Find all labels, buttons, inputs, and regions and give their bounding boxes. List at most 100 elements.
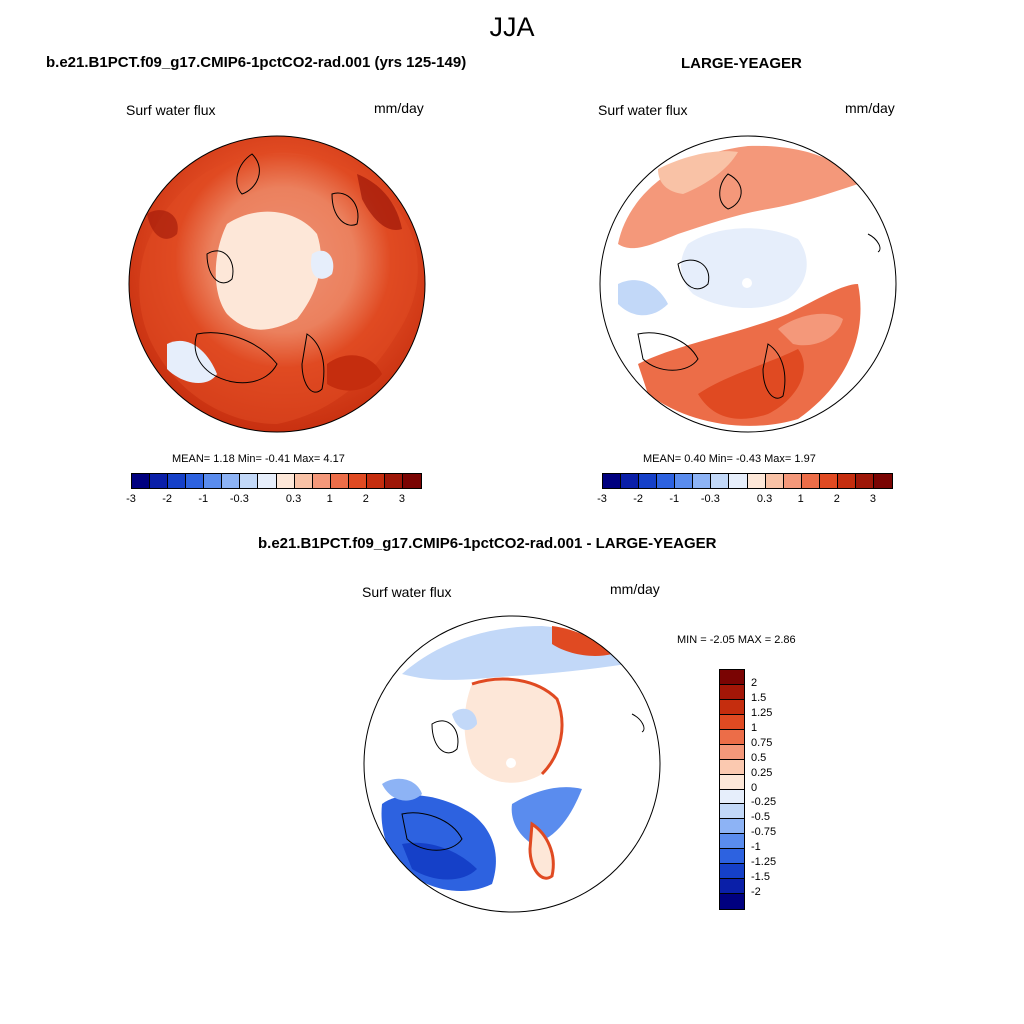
diff-colorbar-cell [720, 849, 744, 865]
diff-colorbar-tick-label: 1.5 [751, 691, 767, 704]
left-max-label: Max= [293, 453, 321, 465]
left-colorbar-tick-label: 1 [326, 493, 333, 505]
diff-colorbar-cell [720, 894, 744, 909]
right-colorbar-cell [819, 474, 838, 488]
left-min-value: -0.41 [264, 453, 291, 465]
diff-units-label: mm/day [610, 581, 660, 597]
diff-colorbar-tick-label: 0.5 [751, 751, 767, 764]
right-stats: MEAN= 0.40 Min= -0.43 Max= 1.97 [643, 453, 816, 465]
diff-colorbar-cell [720, 699, 744, 715]
diff-min-value: -2.05 [709, 634, 735, 646]
right-colorbar-tick-label: 2 [833, 493, 840, 505]
left-colorbar-cell [402, 474, 421, 488]
diff-colorbar-cell [720, 759, 744, 775]
left-case-title: b.e21.B1PCT.f09_g17.CMIP6-1pctCO2-rad.00… [46, 54, 467, 71]
right-polar-map [599, 135, 897, 433]
diff-colorbar-tick-label: -1.25 [751, 856, 777, 869]
right-colorbar-cell [657, 474, 676, 488]
diff-case-title: b.e21.B1PCT.f09_g17.CMIP6-1pctCO2-rad.00… [258, 535, 717, 552]
left-colorbar-cell [348, 474, 367, 488]
right-min-value: -0.43 [735, 453, 762, 465]
diff-colorbar-cell [720, 804, 744, 820]
right-colorbar-cell [783, 474, 802, 488]
left-max-value: 4.17 [323, 453, 345, 465]
diff-colorbar-tick-label: -0.25 [751, 796, 777, 809]
diff-max-value: 2.86 [774, 634, 796, 646]
diff-colorbar-tick-label: 0.75 [751, 736, 773, 749]
diff-stats: MIN = -2.05 MAX = 2.86 [677, 634, 796, 646]
right-min-label: Min= [708, 453, 733, 465]
diff-colorbar-cell [720, 834, 744, 850]
left-colorbar-cell [312, 474, 331, 488]
right-colorbar-tick-label: 0.3 [756, 493, 773, 505]
left-colorbar-tick-label: -1 [198, 493, 209, 505]
right-colorbar-cell [639, 474, 658, 488]
right-colorbar-tick-label: 3 [869, 493, 876, 505]
left-colorbar-tick-label: 0.3 [285, 493, 302, 505]
diff-colorbar-tick-label: -2 [751, 886, 761, 899]
right-colorbar-cell [693, 474, 712, 488]
right-colorbar-tick-label: -1 [669, 493, 680, 505]
right-colorbar-tick-label: -0.3 [700, 493, 720, 505]
right-colorbar-cell [621, 474, 640, 488]
left-colorbar-cell [330, 474, 349, 488]
diff-polar-map [363, 615, 661, 913]
right-variable-label: Surf water flux [598, 102, 688, 118]
right-colorbar [602, 473, 893, 489]
diff-colorbar-cell [720, 714, 744, 730]
diff-colorbar-tick-label: 1.25 [751, 706, 773, 719]
left-colorbar-cell [204, 474, 223, 488]
left-colorbar-cell [240, 474, 259, 488]
right-colorbar-cell [873, 474, 892, 488]
left-colorbar-cell [150, 474, 169, 488]
left-stats: MEAN= 1.18 Min= -0.41 Max= 4.17 [172, 453, 345, 465]
right-mean-label: MEAN= [643, 453, 682, 465]
diff-colorbar-cell [720, 729, 744, 745]
right-colorbar-cell [765, 474, 784, 488]
diff-colorbar-tick-label: 2 [751, 676, 758, 689]
right-colorbar-cell [675, 474, 694, 488]
diff-colorbar-tick-label: -0.75 [751, 826, 777, 839]
diff-colorbar-cell [720, 774, 744, 790]
left-colorbar-tick-label: 2 [362, 493, 369, 505]
left-colorbar-cell [186, 474, 205, 488]
diff-colorbar-cell [720, 684, 744, 700]
left-mean-label: MEAN= [172, 453, 211, 465]
diff-colorbar-tick-label: 0 [751, 781, 758, 794]
right-units-label: mm/day [845, 100, 895, 116]
right-colorbar-cell [711, 474, 730, 488]
right-case-title: LARGE-YEAGER [681, 55, 802, 72]
left-colorbar-tick-label: -0.3 [229, 493, 249, 505]
right-mean-value: 0.40 [684, 453, 706, 465]
left-colorbar-cell [294, 474, 313, 488]
diff-colorbar-tick-label: 0.25 [751, 766, 773, 779]
left-colorbar-tick-label: -3 [126, 493, 136, 505]
right-colorbar-cell [747, 474, 766, 488]
right-colorbar-cell [729, 474, 748, 488]
left-colorbar-cell [168, 474, 187, 488]
left-colorbar-cell [222, 474, 241, 488]
right-colorbar-cell [855, 474, 874, 488]
diff-max-label: MAX = [737, 634, 772, 646]
left-colorbar-cell [366, 474, 385, 488]
season-title: JJA [489, 12, 535, 42]
diff-colorbar-tick-label: -0.5 [751, 811, 770, 824]
right-colorbar-cell [837, 474, 856, 488]
right-colorbar-cell [801, 474, 820, 488]
right-colorbar-tick-label: -3 [597, 493, 607, 505]
left-colorbar-tick-label: -2 [162, 493, 173, 505]
right-max-label: Max= [764, 453, 792, 465]
left-mean-value: 1.18 [213, 453, 235, 465]
left-variable-label: Surf water flux [126, 102, 216, 118]
diff-colorbar-cell [720, 789, 744, 805]
right-max-value: 1.97 [794, 453, 816, 465]
right-colorbar-tick-label: -2 [633, 493, 644, 505]
left-colorbar-cell [132, 474, 151, 488]
left-min-label: Min= [237, 453, 262, 465]
diff-min-label: MIN = [677, 634, 707, 646]
diff-colorbar-tick-label: -1 [751, 841, 761, 854]
left-colorbar-cell [276, 474, 295, 488]
diff-colorbar-cell [720, 819, 744, 835]
right-colorbar-tick-label: 1 [797, 493, 804, 505]
diff-colorbar-tick-label: 1 [751, 721, 758, 734]
